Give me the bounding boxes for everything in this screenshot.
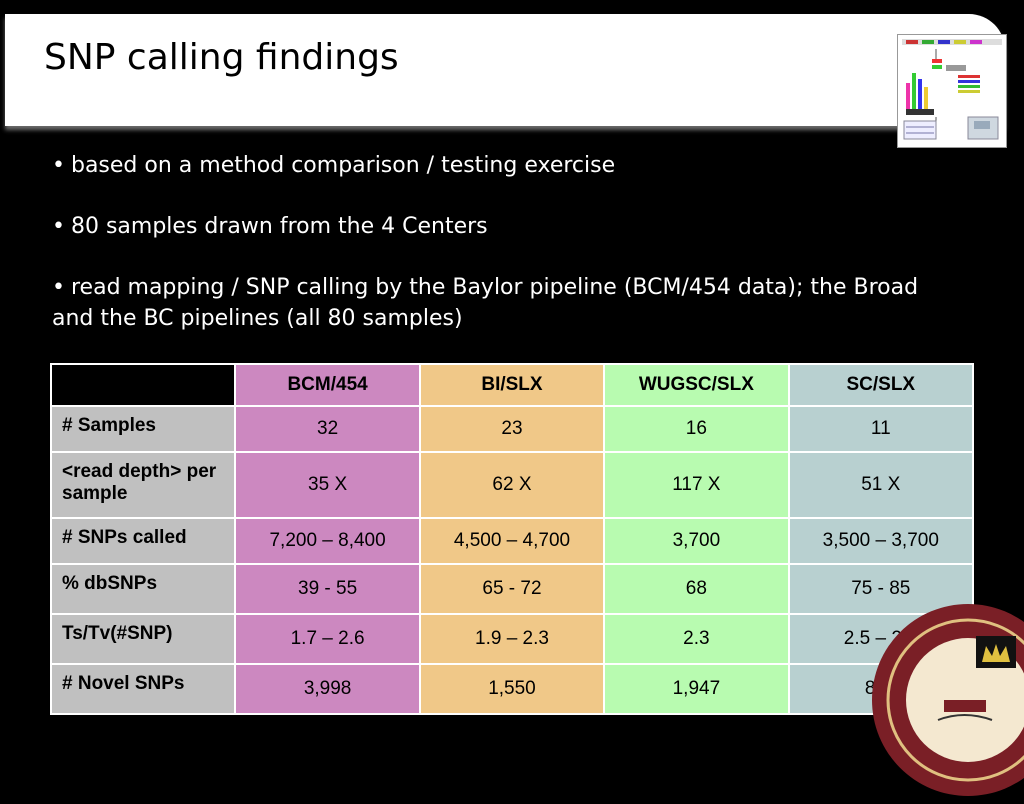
column-header-bcm: BCM/454	[234, 363, 421, 407]
table-row: Ts/Tv(#SNP) 1.7 – 2.6 1.9 – 2.3 2.3 2.5 …	[49, 613, 975, 665]
table-row: # Novel SNPs 3,998 1,550 1,947 892	[49, 663, 975, 715]
row-label: <read depth> per sample	[49, 451, 237, 519]
snp-comparison-table: BCM/454 BI/SLX WUGSC/SLX SC/SLX # Sample…	[49, 363, 975, 715]
table-cell: 1.9 – 2.3	[418, 613, 606, 665]
row-label: % dbSNPs	[49, 563, 237, 615]
table-cell: 51 X	[787, 451, 975, 519]
bullet-text: based on a method comparison / testing e…	[70, 153, 616, 178]
column-header-wugsc: WUGSC/SLX	[603, 363, 790, 407]
bullet-item: • 80 samples drawn from the 4 Centers	[52, 214, 488, 239]
table-cell: 16	[603, 405, 790, 453]
table-corner-cell	[49, 363, 237, 407]
table-cell: 39 - 55	[234, 563, 421, 615]
row-label: Ts/Tv(#SNP)	[49, 613, 237, 665]
bullet-list: • based on a method comparison / testing …	[52, 150, 952, 364]
table-cell: 7,200 – 8,400	[234, 517, 421, 565]
table-cell: 4,500 – 4,700	[418, 517, 606, 565]
boston-college-seal	[868, 600, 1024, 800]
table-row: # Samples 32 23 16 11	[49, 405, 975, 453]
pipeline-diagram-thumbnail	[897, 34, 1007, 148]
table-cell: 75 - 85	[787, 563, 975, 615]
table-cell: 23	[418, 405, 606, 453]
table-cell: 11	[787, 405, 975, 453]
table-header-row: BCM/454 BI/SLX WUGSC/SLX SC/SLX	[49, 363, 975, 407]
table-cell: 62 X	[418, 451, 606, 519]
table-cell: 3,700	[603, 517, 790, 565]
table-cell: 65 - 72	[418, 563, 606, 615]
table-cell: 3,998	[234, 663, 421, 715]
bullet-text: 80 samples drawn from the 4 Centers	[70, 214, 488, 239]
slide-title: SNP calling findings	[44, 37, 399, 78]
table-cell: 32	[234, 405, 421, 453]
title-bar	[5, 14, 1005, 126]
column-header-bi: BI/SLX	[418, 363, 606, 407]
table-cell: 1.7 – 2.6	[234, 613, 421, 665]
bullet-item: • read mapping / SNP calling by the Baylo…	[52, 275, 919, 331]
table-cell: 1,550	[418, 663, 606, 715]
bullet-text: read mapping / SNP calling by the Baylor…	[52, 275, 919, 331]
table-row: % dbSNPs 39 - 55 65 - 72 68 75 - 85	[49, 563, 975, 615]
table-cell: 35 X	[234, 451, 421, 519]
table-cell: 117 X	[603, 451, 790, 519]
row-label: # Novel SNPs	[49, 663, 237, 715]
table-cell: 2.3	[603, 613, 790, 665]
table-row: # SNPs called 7,200 – 8,400 4,500 – 4,70…	[49, 517, 975, 565]
column-header-sc: SC/SLX	[787, 363, 975, 407]
table-cell: 3,500 – 3,700	[787, 517, 975, 565]
table-row: <read depth> per sample 35 X 62 X 117 X …	[49, 451, 975, 519]
bullet-item: • based on a method comparison / testing …	[52, 153, 616, 178]
table-cell: 1,947	[603, 663, 790, 715]
row-label: # Samples	[49, 405, 237, 453]
row-label: # SNPs called	[49, 517, 237, 565]
table-cell: 68	[603, 563, 790, 615]
